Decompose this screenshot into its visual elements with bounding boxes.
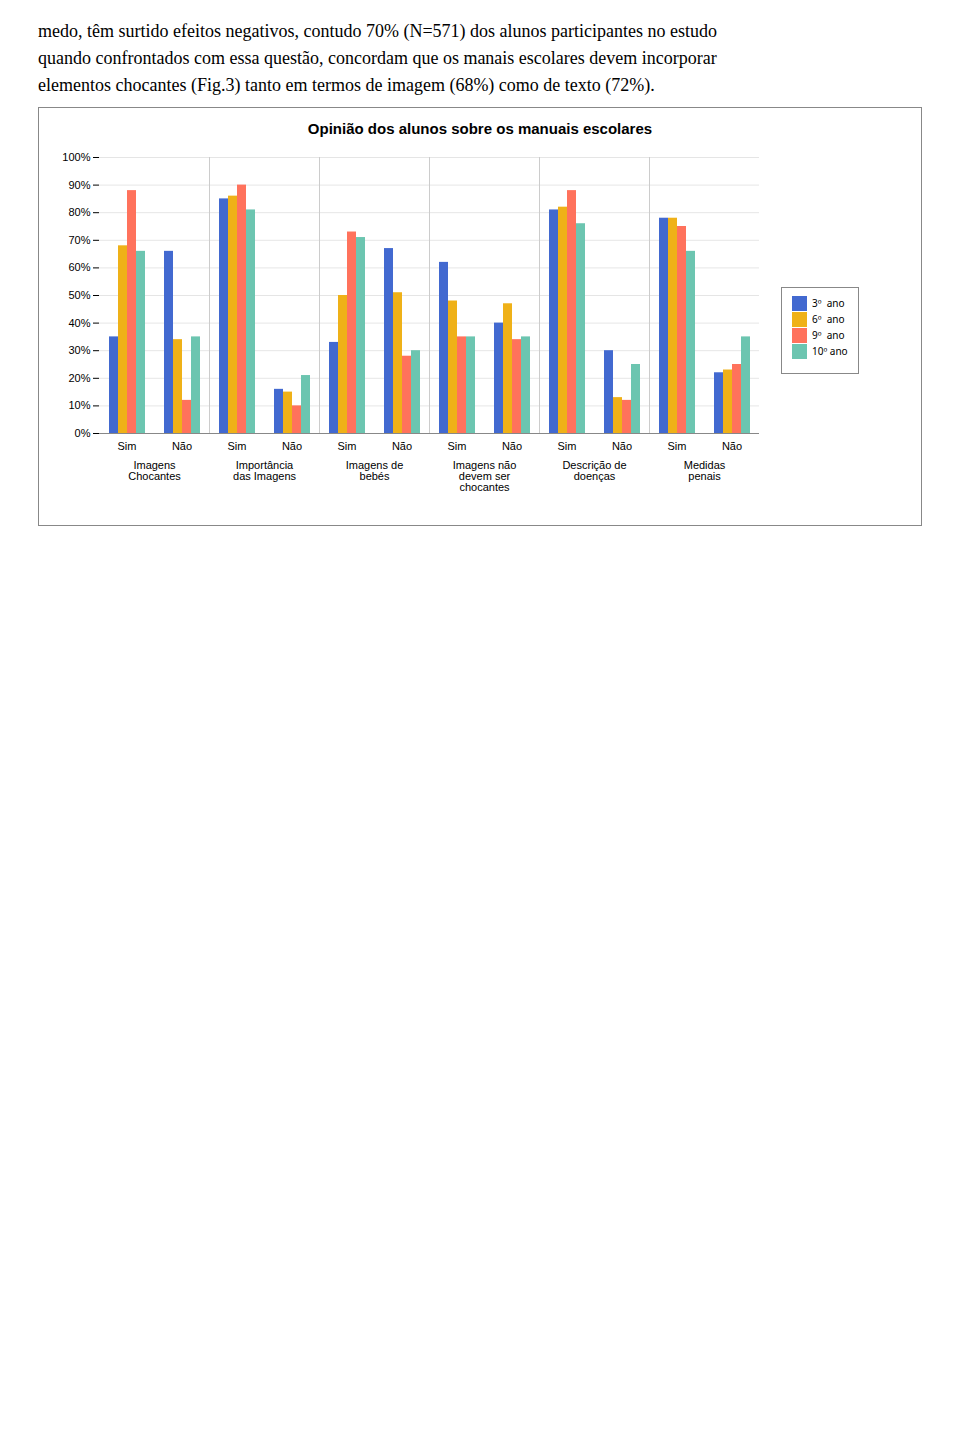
svg-text:50%: 50% [68,289,90,301]
svg-text:Não: Não [282,440,302,452]
html-text:elementos chocantes (Fig.3) ta: elementos chocantes (Fig.3) tanto em ter… [38,75,655,95]
svg-text:60%: 60% [68,261,90,273]
svg-text:Sim: Sim [448,440,467,452]
html-text:6º ano: 6º ano [812,312,845,326]
svg-text:0%: 0% [75,427,91,439]
svg-text:Não: Não [612,440,632,452]
svg-text:Não: Não [502,440,522,452]
svg-text:Não: Não [392,440,412,452]
svg-text:Imagens nãodevem serchocantes: Imagens nãodevem serchocantes [453,459,517,493]
svg-text:90%: 90% [68,179,90,191]
html-text:medo, têm surtido efeitos nega: medo, têm surtido efeitos negativos, con… [38,21,717,41]
html-text:Opinião dos alunos sobre os ma: Opinião dos alunos sobre os manuais esco… [307,120,653,137]
svg-text:Sim: Sim [118,440,137,452]
html-text:10º ano: 10º ano [812,344,848,358]
svg-text:70%: 70% [68,234,90,246]
svg-text:Sim: Sim [558,440,577,452]
svg-text:Sim: Sim [228,440,247,452]
html-text:quando confrontados com essa q: quando confrontados com essa questão, co… [38,48,717,68]
svg-text:40%: 40% [68,317,90,329]
svg-text:10%: 10% [68,399,90,411]
svg-text:Não: Não [722,440,742,452]
svg-text:Sim: Sim [338,440,357,452]
svg-text:30%: 30% [68,344,90,356]
svg-text:Descrição dedoenças: Descrição dedoenças [562,459,626,482]
svg-text:20%: 20% [68,372,90,384]
svg-text:Não: Não [172,440,192,452]
svg-text:Sim: Sim [668,440,687,452]
svg-text:80%: 80% [68,206,90,218]
svg-text:100%: 100% [62,151,90,163]
svg-text:Medidaspenais: Medidaspenais [684,459,726,482]
svg-text:ImagensChocantes: ImagensChocantes [128,459,181,482]
html-text:9º ano: 9º ano [812,328,845,342]
svg-text:Importânciadas Imagens: Importânciadas Imagens [233,459,296,482]
html-text:3º ano: 3º ano [812,296,845,310]
svg-text:Imagens debebés: Imagens debebés [346,459,403,482]
